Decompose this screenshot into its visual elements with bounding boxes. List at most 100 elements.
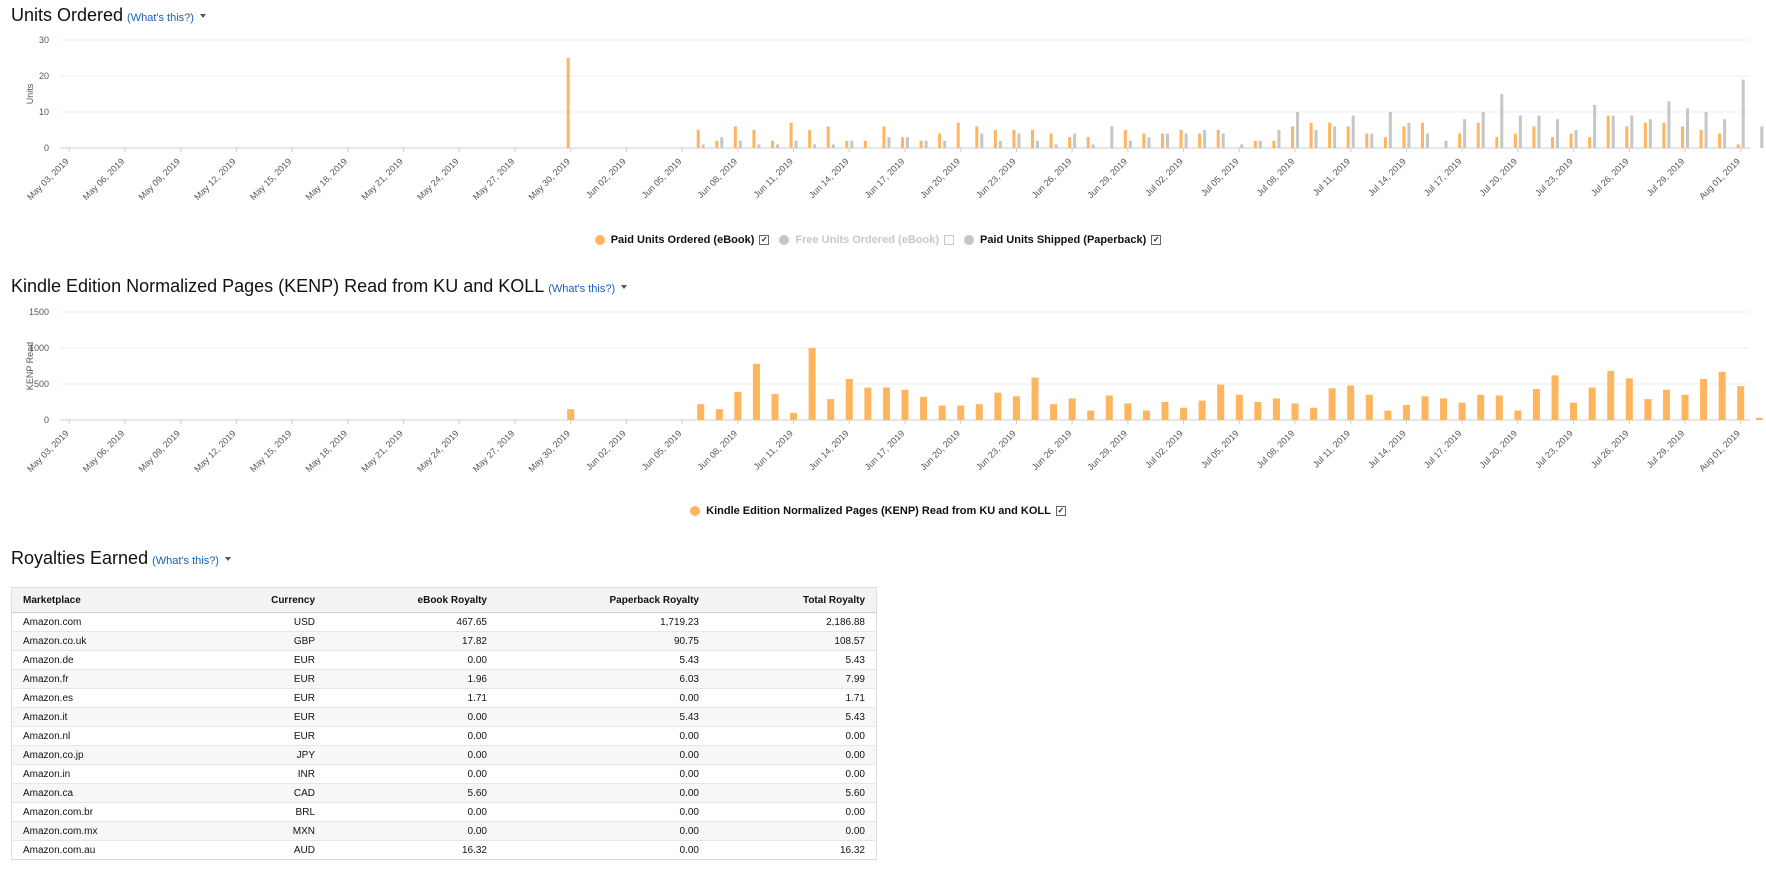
bar[interactable] <box>734 391 742 420</box>
bar[interactable] <box>1272 140 1276 148</box>
bar[interactable] <box>1537 115 1541 148</box>
bar[interactable] <box>1532 126 1536 148</box>
bar[interactable] <box>882 387 890 420</box>
legend-item[interactable]: Kindle Edition Normalized Pages (KENP) R… <box>690 505 1066 517</box>
bar[interactable] <box>1073 133 1077 148</box>
bar[interactable] <box>1574 130 1578 148</box>
bar[interactable] <box>924 140 928 148</box>
bar[interactable] <box>1068 137 1072 148</box>
bar[interactable] <box>1347 385 1355 420</box>
bar[interactable] <box>776 144 779 148</box>
bar[interactable] <box>994 392 1002 420</box>
bar[interactable] <box>1221 133 1225 148</box>
bar[interactable] <box>1272 398 1280 420</box>
bar[interactable] <box>1532 389 1540 420</box>
bar[interactable] <box>1588 137 1592 148</box>
bar[interactable] <box>1551 375 1559 420</box>
bar[interactable] <box>1476 122 1480 148</box>
bar[interactable] <box>1662 389 1670 420</box>
bar[interactable] <box>1570 402 1578 420</box>
chevron-down-icon[interactable] <box>199 14 206 19</box>
bar[interactable] <box>715 140 719 148</box>
bar[interactable] <box>701 144 705 148</box>
bar[interactable] <box>887 137 891 148</box>
bar[interactable] <box>697 404 705 420</box>
bar[interactable] <box>1198 133 1202 148</box>
bar[interactable] <box>1718 371 1726 420</box>
bar[interactable] <box>1314 130 1318 148</box>
bar[interactable] <box>1142 410 1150 420</box>
bar[interactable] <box>1477 394 1485 420</box>
bar[interactable] <box>789 122 793 148</box>
bar[interactable] <box>1648 119 1652 148</box>
bar[interactable] <box>1667 101 1671 148</box>
bar[interactable] <box>826 126 830 148</box>
legend-checkbox[interactable]: ✓ <box>944 235 954 245</box>
bar[interactable] <box>771 140 774 148</box>
bar[interactable] <box>1370 133 1374 148</box>
bar[interactable] <box>1235 394 1243 420</box>
bar[interactable] <box>1755 417 1763 420</box>
bar[interactable] <box>1718 133 1722 148</box>
bar[interactable] <box>1440 398 1448 420</box>
units-help-link[interactable]: (What's this?) <box>127 12 194 24</box>
bar[interactable] <box>827 399 835 420</box>
bar[interactable] <box>1681 126 1684 148</box>
bar[interactable] <box>1087 410 1095 420</box>
bar[interactable] <box>1110 126 1114 148</box>
bar[interactable] <box>1166 133 1169 148</box>
bar[interactable] <box>850 140 854 148</box>
bar[interactable] <box>1291 403 1299 420</box>
bar[interactable] <box>957 405 965 420</box>
bar[interactable] <box>938 405 946 420</box>
bar[interactable] <box>920 396 928 420</box>
bar[interactable] <box>1513 133 1517 148</box>
bar[interactable] <box>794 140 798 148</box>
bar[interactable] <box>1184 133 1188 148</box>
bar[interactable] <box>1760 126 1764 148</box>
bar[interactable] <box>956 122 960 148</box>
bar[interactable] <box>1309 122 1313 148</box>
bar[interactable] <box>1068 398 1076 420</box>
bar[interactable] <box>1662 122 1666 148</box>
bar[interactable] <box>1351 115 1355 148</box>
bar[interactable] <box>1161 402 1169 420</box>
bar[interactable] <box>567 409 575 420</box>
bar[interactable] <box>1723 119 1727 148</box>
bar[interactable] <box>1700 378 1708 420</box>
bar[interactable] <box>1049 133 1053 148</box>
bar[interactable] <box>1086 137 1090 148</box>
bar[interactable] <box>1036 140 1039 148</box>
bar[interactable] <box>1495 137 1499 148</box>
bar[interactable] <box>1611 115 1615 148</box>
bar[interactable] <box>1625 126 1629 148</box>
bar[interactable] <box>938 133 942 148</box>
bar[interactable] <box>1593 104 1597 148</box>
bar[interactable] <box>715 409 723 420</box>
bar[interactable] <box>1203 130 1207 148</box>
bar[interactable] <box>808 348 816 420</box>
legend-item[interactable]: Paid Units Shipped (Paperback) ✓ <box>964 234 1162 246</box>
bar[interactable] <box>696 130 700 148</box>
bar[interactable] <box>1277 130 1281 148</box>
bar[interactable] <box>864 387 872 420</box>
bar[interactable] <box>1736 144 1740 148</box>
bar[interactable] <box>943 140 947 148</box>
bar[interactable] <box>863 140 867 148</box>
bar[interactable] <box>1500 94 1504 148</box>
bar[interactable] <box>975 126 979 148</box>
bar[interactable] <box>1643 122 1647 148</box>
bar[interactable] <box>771 394 779 420</box>
bar[interactable] <box>1644 399 1652 420</box>
bar[interactable] <box>1481 112 1485 148</box>
bar[interactable] <box>1050 404 1058 420</box>
bar[interactable] <box>1328 122 1332 148</box>
bar[interactable] <box>845 140 849 148</box>
bar[interactable] <box>1699 130 1703 148</box>
bar[interactable] <box>790 412 798 420</box>
bar[interactable] <box>752 363 760 420</box>
bar[interactable] <box>1180 407 1188 420</box>
bar[interactable] <box>1681 394 1689 420</box>
bar[interactable] <box>1458 402 1466 420</box>
bar[interactable] <box>1012 396 1020 420</box>
